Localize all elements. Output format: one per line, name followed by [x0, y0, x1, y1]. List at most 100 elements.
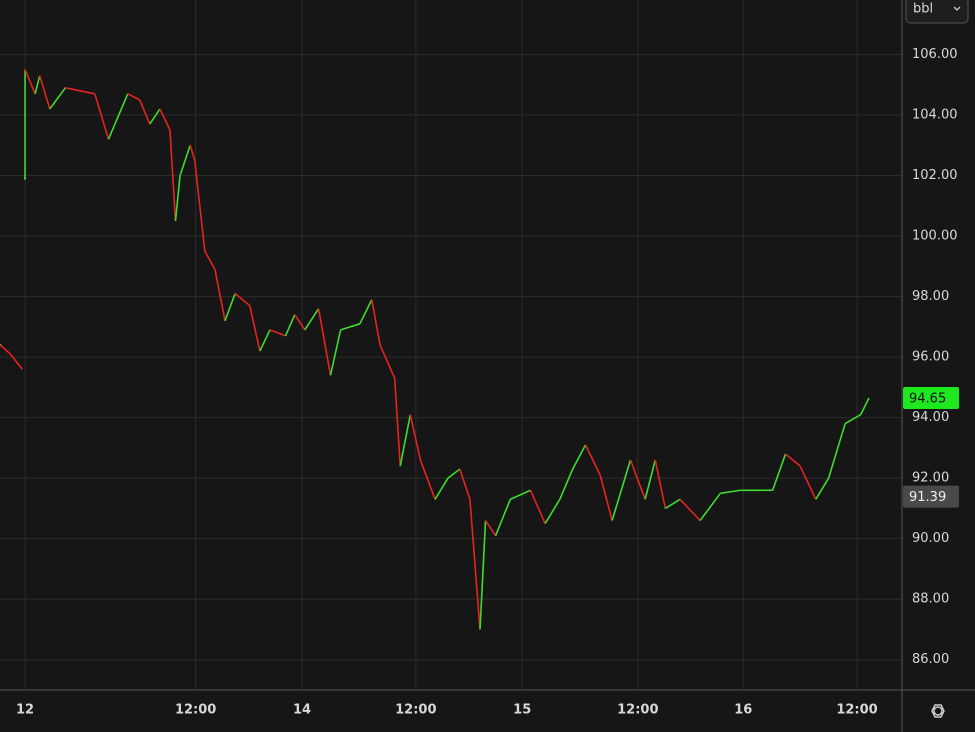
price-segment: [664, 498, 681, 510]
y-tick-label: 102.00: [912, 168, 958, 183]
price-segment: [629, 459, 646, 500]
price-segment: [434, 477, 449, 500]
price-segment: [34, 75, 41, 95]
price-segment: [827, 423, 846, 479]
price-segment: [393, 378, 402, 467]
price-segment: [720, 489, 741, 495]
price-segment: [469, 499, 481, 630]
x-tick-label: 16: [734, 703, 752, 718]
x-tick-label: 12:00: [836, 703, 877, 718]
price-segment: [249, 305, 261, 352]
y-tick-label: 100.00: [912, 229, 958, 244]
dropdown-arrow: [953, 6, 961, 11]
x-tick-label: 12:00: [617, 703, 658, 718]
price-segment: [860, 397, 870, 415]
gear-outline: [931, 704, 945, 718]
price-segment: [544, 498, 561, 524]
settings-button[interactable]: [931, 704, 945, 718]
price-segment: [24, 69, 36, 95]
price-segment: [699, 492, 722, 522]
price-segment: [49, 87, 67, 110]
price-segment: [599, 474, 613, 521]
price-segment: [815, 477, 830, 500]
price-label: 91.39: [909, 490, 946, 505]
x-tick-label: 12:00: [395, 703, 436, 718]
price-segment: [359, 299, 373, 325]
price-segment: [179, 145, 191, 176]
price-segment: [399, 414, 412, 467]
price-segment: [340, 323, 361, 331]
unit-box[interactable]: [905, 0, 969, 24]
y-tick-label: 88.00: [912, 592, 949, 607]
price-label-box: [903, 485, 959, 508]
price-segment: [189, 145, 196, 161]
price-segment: [494, 499, 512, 536]
price-segment: [611, 459, 632, 521]
price-segment: [679, 498, 701, 522]
x-tick-label: 12: [16, 703, 34, 718]
price-segment: [174, 175, 181, 222]
x-tick-label: 12:00: [175, 703, 216, 718]
price-segment: [479, 520, 487, 630]
price-segment: [234, 292, 251, 307]
price-segment: [371, 299, 381, 346]
unit-label[interactable]: bbl: [913, 2, 933, 17]
price-label: 94.65: [909, 391, 946, 406]
price-segment: [644, 459, 657, 500]
y-tick-label: 106.00: [912, 47, 958, 62]
price-segment: [304, 308, 320, 331]
price-segment: [79, 90, 95, 95]
price-segment: [65, 86, 81, 92]
y-tick-label: 96.00: [912, 350, 949, 365]
price-segment: [159, 108, 171, 131]
x-tick-label: 15: [513, 703, 531, 718]
y-tick-label: 92.00: [912, 471, 949, 486]
price-segment: [559, 468, 574, 500]
price-segment: [127, 93, 141, 101]
price-segment: [784, 453, 801, 467]
unit-dropdown[interactable]: bbl: [905, 0, 969, 24]
price-segment: [294, 314, 306, 331]
price-segment: [529, 489, 546, 524]
price-segment: [379, 344, 396, 379]
price-segment: [107, 123, 116, 140]
price-segment: [38, 75, 51, 110]
price-segment: [419, 459, 436, 500]
price-segment: [329, 329, 342, 376]
price-segment: [214, 269, 226, 321]
gear-icon[interactable]: [933, 706, 943, 716]
price-segment: [284, 314, 296, 337]
price-segment: [799, 465, 817, 500]
price-segment: [93, 93, 110, 140]
price-segment: [409, 414, 422, 461]
price-segment: [114, 93, 129, 125]
y-tick-label: 86.00: [912, 652, 949, 667]
price-segment: [0, 344, 11, 355]
price-segment: [771, 453, 787, 491]
price-segment: [459, 468, 471, 500]
price-segment: [269, 329, 286, 337]
price-segment: [317, 308, 332, 376]
y-tick-label: 104.00: [912, 108, 958, 123]
price-segment: [138, 99, 151, 125]
price-segment: [571, 444, 587, 470]
price-segment: [9, 353, 23, 370]
price-segment: [259, 329, 271, 352]
y-tick-label: 94.00: [912, 410, 949, 425]
price-segment: [193, 160, 206, 252]
price-segment: [169, 130, 177, 221]
price-segment: [844, 413, 862, 425]
series: [0, 69, 870, 630]
price-segment: [584, 444, 601, 476]
price-segment: [149, 108, 161, 125]
price-segment: [484, 520, 497, 537]
x-tick-label: 14: [293, 703, 311, 718]
price-segment: [204, 250, 216, 270]
y-tick-label: 98.00: [912, 289, 949, 304]
price-segment: [509, 489, 531, 501]
price-segment: [224, 293, 236, 322]
price-segment: [654, 459, 667, 509]
